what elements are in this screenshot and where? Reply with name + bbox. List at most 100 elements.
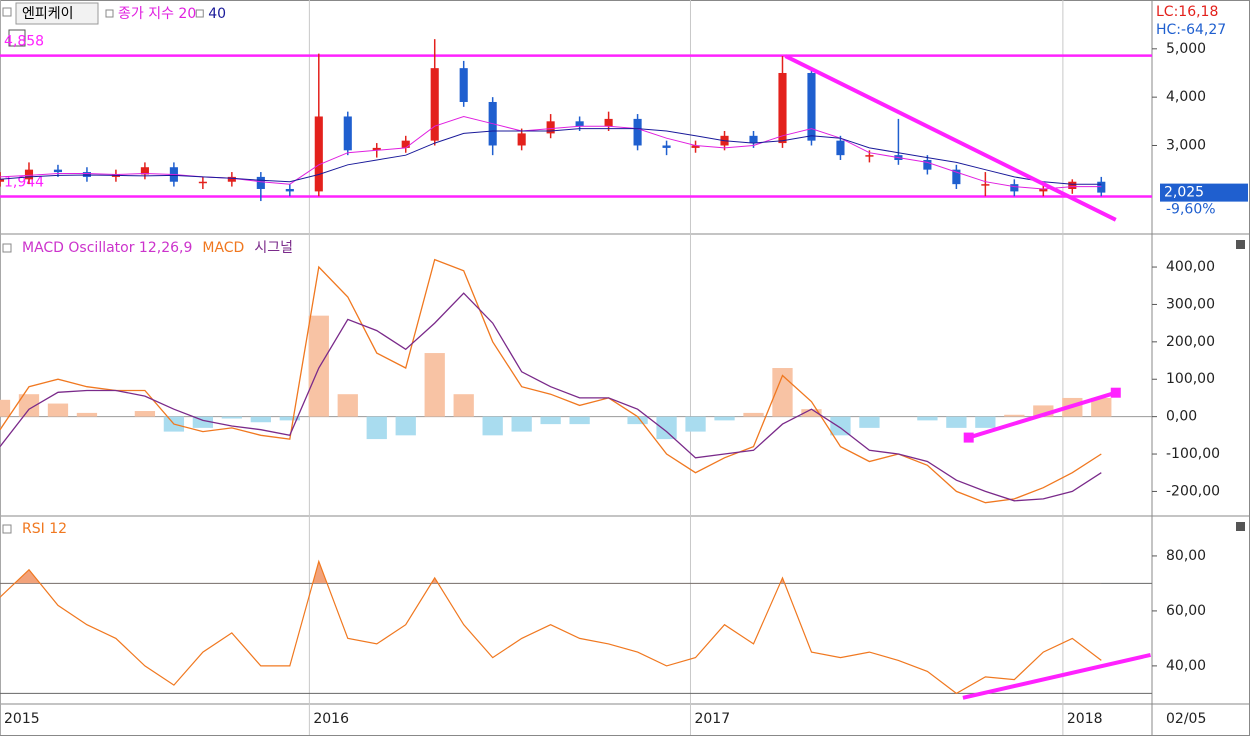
oscillator-bar — [1091, 397, 1112, 417]
oscillator-bar — [366, 416, 387, 440]
oscillator-bar — [0, 399, 11, 417]
candle-body — [82, 172, 92, 177]
y-tick-label: -100,00 — [1166, 446, 1220, 462]
trend-handle — [963, 432, 974, 443]
y-tick-label: 200,00 — [1166, 334, 1215, 350]
candle-body — [198, 181, 207, 184]
oscillator-bar — [482, 416, 503, 436]
x-tick-label: 2017 — [694, 711, 730, 727]
y-tick-label: 0,00 — [1166, 409, 1197, 425]
legend-entry: 40 — [208, 6, 226, 22]
candle-body — [662, 145, 671, 148]
oscillator-bar — [859, 416, 880, 428]
candle-body — [981, 184, 990, 186]
candle-body — [24, 169, 34, 180]
legend-entry: 종가 지수 20 — [118, 6, 196, 22]
oscillator-bar — [830, 416, 851, 436]
candle-body — [807, 72, 816, 141]
grid-icon[interactable] — [8, 29, 26, 47]
legend-swatch — [195, 9, 204, 18]
stock-button[interactable] — [15, 2, 99, 25]
candle-body — [53, 169, 63, 173]
candle-body — [1097, 181, 1106, 193]
candle-body — [633, 118, 642, 146]
hc-label: HC:-64,27 — [1156, 22, 1226, 38]
panel-icon — [2, 524, 12, 534]
candle-body — [952, 169, 961, 185]
oscillator-bar — [134, 411, 156, 417]
trend-line — [968, 390, 1117, 440]
oscillator-bar — [221, 416, 242, 419]
stock-name[interactable]: 엔피케이 — [22, 6, 74, 22]
candle-body — [691, 145, 700, 148]
candle-body — [923, 159, 932, 170]
candle-body — [575, 121, 584, 127]
close-button[interactable] — [1236, 522, 1245, 531]
y-tick-label: 4,000 — [1166, 89, 1206, 105]
oscillator-bar — [395, 416, 416, 436]
change-label: -9,60% — [1166, 202, 1216, 218]
candle-body — [865, 155, 874, 157]
legend-swatch — [105, 9, 114, 18]
last-price-box — [1160, 183, 1248, 202]
trend-handle — [1110, 387, 1121, 398]
candle-body — [836, 140, 845, 156]
candle-body — [1010, 184, 1019, 192]
legend-entry: 시그널 — [254, 240, 293, 256]
candle-body — [1039, 188, 1048, 192]
oscillator-bar — [47, 403, 69, 417]
rsi-line — [0, 559, 1102, 695]
y-tick-label: 60,00 — [1166, 603, 1206, 619]
oscillator-bar — [801, 409, 822, 417]
y-tick-label: 80,00 — [1166, 548, 1206, 564]
oscillator-bar — [76, 412, 98, 417]
oscillator-bar — [685, 416, 706, 432]
y-tick-label: 3,000 — [1166, 137, 1206, 153]
candle-body — [285, 188, 294, 192]
oscillator-bar — [917, 416, 938, 421]
candle-body — [749, 135, 758, 144]
y-tick-label: 100,00 — [1166, 371, 1215, 387]
candle-body — [256, 176, 265, 189]
candle-body — [0, 179, 5, 182]
candle-body — [430, 68, 439, 141]
x-tick-label: 2018 — [1067, 711, 1103, 727]
candle-body — [1068, 181, 1077, 189]
oscillator-bar — [540, 416, 561, 425]
macd-line — [0, 292, 1102, 502]
last-price: 2,025 — [1164, 185, 1204, 201]
x-tick-label: 2016 — [313, 711, 349, 727]
oscillator-bar — [337, 394, 358, 417]
candle-body — [401, 140, 410, 148]
oscillator-bar — [569, 416, 590, 425]
oscillator-bar — [975, 416, 996, 428]
lc-label: LC:16,18 — [1156, 4, 1218, 20]
ma-line — [0, 115, 1102, 190]
candle-body — [343, 116, 352, 151]
y-tick-label: -200,00 — [1166, 483, 1220, 499]
oscillator-bar — [250, 416, 271, 423]
oscillator-bar — [743, 412, 764, 417]
y-tick-label: 40,00 — [1166, 658, 1206, 674]
oscillator-bar — [656, 416, 677, 440]
candle-body — [372, 147, 381, 151]
legend-entry: MACD Oscillator 12,26,9 — [22, 240, 192, 256]
oscillator-bar — [1033, 405, 1054, 417]
x-tick-label: 2015 — [4, 711, 40, 727]
candle-body — [778, 72, 787, 144]
close-button[interactable] — [1236, 240, 1245, 249]
y-tick-label: 300,00 — [1166, 296, 1215, 312]
oscillator-bar — [946, 416, 967, 428]
candle-body — [546, 121, 555, 134]
oscillator-bar — [279, 416, 300, 421]
candle-body — [517, 133, 526, 146]
last-date: 02/05 — [1166, 711, 1206, 727]
panel-title: RSI 12 — [22, 521, 67, 537]
candle-body — [227, 176, 236, 182]
legend-entry: MACD — [202, 240, 244, 256]
trend-line — [962, 652, 1151, 700]
candle-body — [459, 68, 468, 102]
ma-line — [0, 128, 1102, 185]
